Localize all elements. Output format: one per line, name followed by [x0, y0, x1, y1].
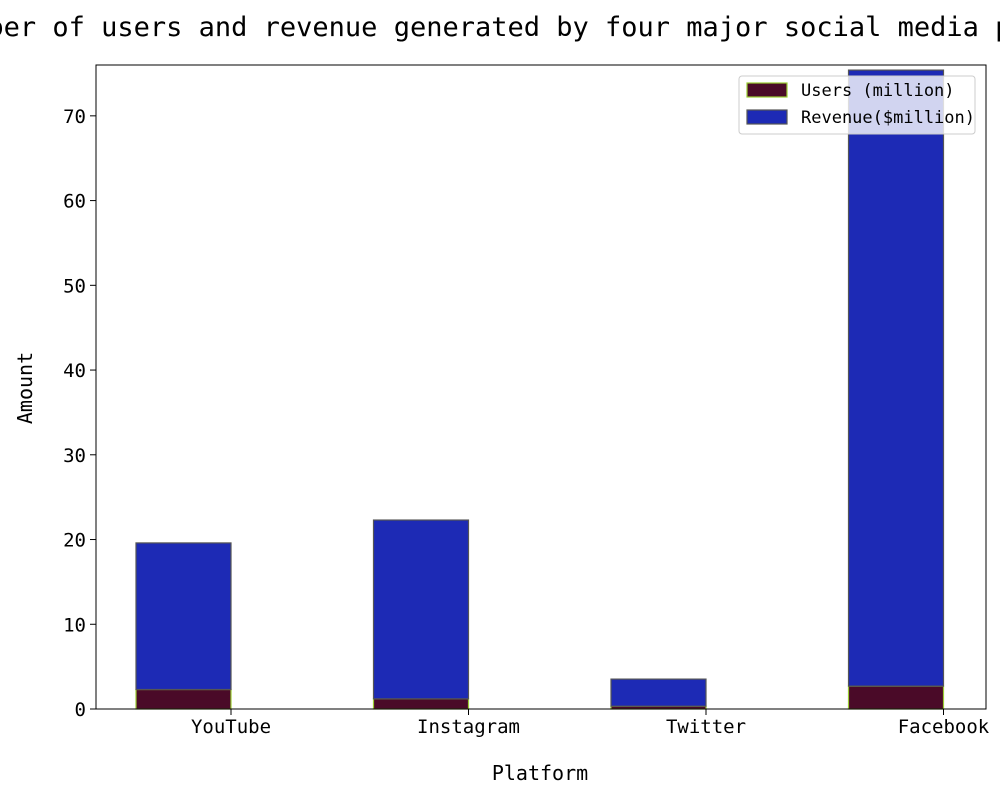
x-tick-label: Twitter — [666, 716, 746, 738]
legend: Users (million) Revenue($million) — [738, 75, 976, 135]
chart-title: Number of users and revenue generated by… — [0, 12, 1000, 43]
bar-users-youtube — [135, 688, 232, 710]
y-tick-label: 60 — [63, 191, 86, 213]
y-tick-label: 0 — [75, 699, 86, 721]
x-tick-label: YouTube — [191, 716, 271, 738]
y-tick-label: 50 — [63, 275, 86, 297]
x-tick-label: Instagram — [417, 716, 520, 738]
legend-box — [738, 75, 976, 135]
bar-revenue-twitter — [610, 678, 707, 707]
bar-users-facebook — [847, 685, 945, 710]
plot-frame — [95, 64, 987, 710]
x-axis-label: Platform — [492, 761, 588, 785]
legend-swatch-users — [746, 82, 788, 98]
y-tick-label: 10 — [63, 614, 86, 636]
bar-revenue-youtube — [135, 542, 232, 691]
y-tick-label: 20 — [63, 530, 86, 552]
legend-swatch-revenue — [746, 109, 788, 125]
legend-label-users: Users (million) — [801, 81, 955, 101]
y-tick-label: 70 — [63, 106, 86, 128]
legend-label-revenue: Revenue($million) — [801, 108, 975, 128]
bar-revenue-instagram — [372, 519, 470, 700]
y-tick-label: 40 — [63, 360, 86, 382]
bars-layer — [135, 69, 945, 710]
bar-users-instagram — [372, 698, 470, 710]
y-tick-label: 30 — [63, 445, 86, 467]
ticks-layer: 0 10 20 30 40 50 60 70 YouTube Instagram Twitter Fa… — [63, 106, 990, 738]
bar-revenue-facebook — [847, 69, 945, 687]
y-axis-label: Amount — [13, 352, 37, 424]
x-tick-label: Facebook — [898, 716, 990, 738]
